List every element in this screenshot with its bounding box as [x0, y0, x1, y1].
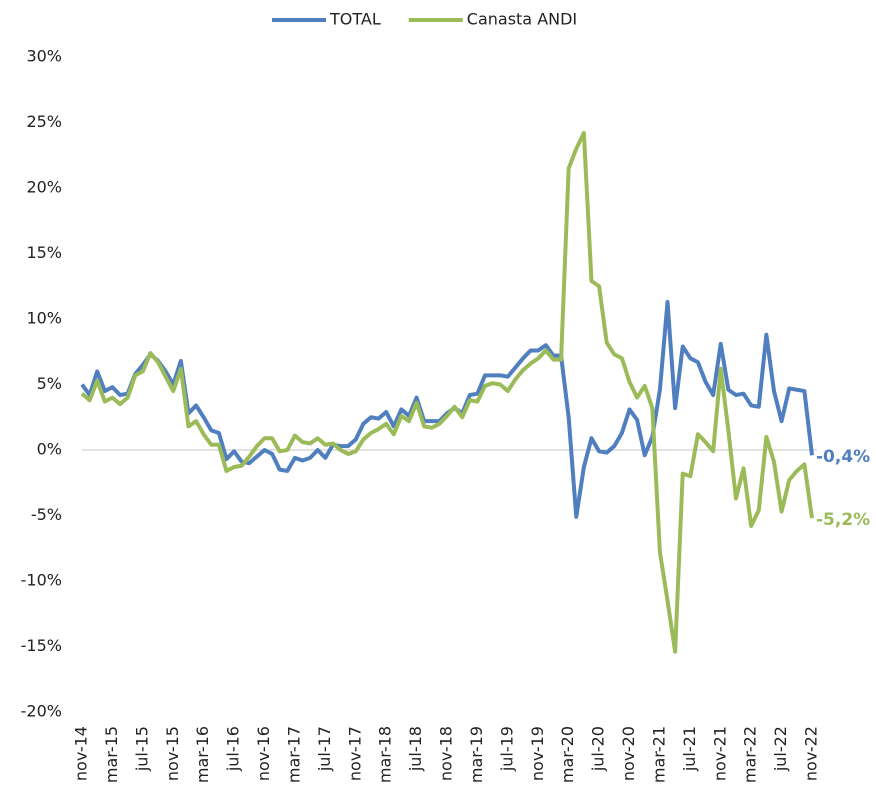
y-tick-label: 25%: [26, 112, 62, 131]
x-tick-label: jul-18: [406, 726, 425, 772]
x-tick-label: nov-20: [619, 726, 638, 781]
x-tick-label: mar-18: [376, 726, 395, 783]
end-label: -0,4%: [816, 447, 870, 467]
end-label: -5,2%: [816, 510, 870, 530]
series-line: [80, 130, 814, 654]
x-tick-label: nov-18: [437, 726, 456, 781]
legend-label: TOTAL: [329, 10, 381, 29]
y-tick-label: -5%: [31, 505, 62, 524]
legend-label: Canasta ANDI: [467, 10, 577, 29]
x-tick-label: mar-19: [467, 726, 486, 783]
y-tick-label: 5%: [37, 374, 62, 393]
x-tick-label: mar-22: [741, 726, 760, 783]
x-tick-label: nov-17: [345, 726, 364, 781]
x-tick-label: mar-17: [284, 726, 303, 783]
y-tick-label: 0%: [37, 440, 62, 459]
x-tick-label: nov-14: [72, 726, 91, 781]
x-tick-label: nov-15: [163, 726, 182, 781]
x-tick-label: jul-16: [224, 726, 243, 772]
x-tick-label: mar-20: [558, 726, 577, 783]
y-tick-label: 20%: [26, 178, 62, 197]
y-tick-label: 10%: [26, 309, 62, 328]
y-tick-label: 30%: [26, 47, 62, 66]
x-tick-label: nov-21: [710, 726, 729, 781]
y-tick-label: -20%: [21, 702, 62, 721]
y-tick-label: -15%: [21, 636, 62, 655]
x-tick-label: nov-22: [802, 726, 821, 781]
x-tick-label: nov-16: [254, 726, 273, 781]
x-tick-label: mar-21: [649, 726, 668, 783]
x-tick-label: jul-22: [771, 726, 790, 772]
x-tick-label: jul-15: [132, 726, 151, 772]
x-tick-label: nov-19: [528, 726, 547, 781]
x-tick-label: jul-21: [680, 726, 699, 772]
x-tick-label: mar-15: [102, 726, 121, 783]
x-tick-label: jul-17: [315, 726, 334, 772]
x-tick-label: jul-20: [589, 726, 608, 772]
x-tick-label: jul-19: [497, 726, 516, 772]
y-tick-label: 15%: [26, 243, 62, 262]
x-tick-label: mar-16: [193, 726, 212, 783]
y-tick-label: -10%: [21, 571, 62, 590]
series-line: [80, 299, 814, 519]
